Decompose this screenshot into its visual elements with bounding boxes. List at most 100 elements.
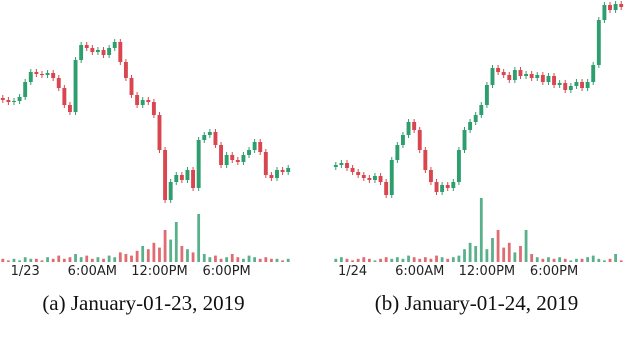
volume-bar bbox=[468, 242, 472, 262]
volume-bar bbox=[208, 257, 212, 262]
volume-bar bbox=[68, 257, 72, 262]
candle-body bbox=[417, 130, 422, 150]
candle-body bbox=[585, 82, 590, 88]
candle-body bbox=[123, 62, 128, 78]
candle-body bbox=[28, 72, 33, 82]
volume-bar bbox=[258, 258, 262, 262]
volume-bar bbox=[180, 246, 184, 262]
candle-body bbox=[540, 75, 545, 82]
volume-bar bbox=[580, 258, 584, 262]
volume-bar bbox=[530, 254, 534, 262]
volume-bar bbox=[429, 258, 433, 262]
candle-body bbox=[440, 185, 445, 192]
volume-bar bbox=[169, 239, 173, 262]
candle-body bbox=[140, 100, 145, 105]
volume-bar bbox=[558, 257, 562, 262]
volume-bar bbox=[62, 258, 66, 262]
volume-bar bbox=[519, 246, 522, 262]
candle-body bbox=[507, 75, 512, 80]
volume-bar bbox=[152, 242, 156, 262]
candle-body bbox=[395, 145, 400, 160]
candle-body bbox=[213, 132, 218, 145]
volume-bar bbox=[524, 230, 528, 262]
volume-bar bbox=[552, 258, 556, 262]
volume-bar bbox=[197, 214, 201, 262]
candle-body bbox=[112, 42, 117, 48]
candle-body bbox=[151, 102, 156, 115]
volume-bar bbox=[219, 258, 223, 262]
volume-bar bbox=[379, 258, 382, 262]
volume-bar bbox=[113, 257, 117, 262]
volume-bar bbox=[513, 252, 517, 262]
candle-body bbox=[207, 132, 212, 135]
candle-body bbox=[163, 150, 168, 200]
candle-body bbox=[456, 150, 461, 182]
volume-bar bbox=[362, 257, 366, 262]
candle-body bbox=[56, 78, 61, 88]
candle-body bbox=[280, 170, 285, 172]
volume-bar bbox=[96, 257, 100, 262]
candle-body bbox=[400, 135, 405, 145]
candle-body bbox=[591, 65, 596, 82]
candle-body bbox=[0, 98, 5, 100]
volume-bar bbox=[275, 258, 279, 262]
volume-bar bbox=[51, 258, 55, 262]
candle-body bbox=[146, 100, 151, 102]
volume-bar bbox=[141, 246, 145, 262]
candle-body bbox=[6, 100, 11, 102]
volume-bar bbox=[46, 257, 49, 262]
volume-bar bbox=[174, 222, 178, 262]
candle-body bbox=[361, 175, 366, 178]
candle-body bbox=[174, 175, 179, 182]
volume-bar bbox=[130, 255, 133, 262]
volume-bar bbox=[29, 258, 33, 262]
candle-body bbox=[45, 73, 50, 75]
candle-body bbox=[247, 150, 251, 155]
volume-bar bbox=[446, 258, 450, 262]
volume-bar bbox=[202, 254, 206, 262]
volume-bar bbox=[351, 260, 354, 262]
volume-bar bbox=[186, 249, 189, 262]
candle-body bbox=[434, 182, 439, 192]
candle-body bbox=[95, 50, 100, 52]
volume-bar bbox=[163, 230, 167, 262]
volume-bar bbox=[412, 257, 416, 262]
candle-body bbox=[574, 82, 579, 86]
volume-bar bbox=[191, 252, 195, 262]
volume-bar bbox=[401, 258, 405, 262]
candle-body bbox=[168, 182, 173, 200]
candle-body bbox=[557, 83, 562, 85]
volume-bar bbox=[491, 238, 494, 262]
x-tick-label: 6:00PM bbox=[530, 264, 578, 279]
volume-bar bbox=[603, 260, 606, 262]
volume-bar bbox=[395, 257, 399, 262]
caption: (b) January-01-24, 2019 bbox=[375, 291, 579, 315]
candle-body bbox=[378, 176, 383, 182]
candle-body bbox=[263, 152, 268, 175]
volume-bar bbox=[230, 254, 234, 262]
candle-body bbox=[529, 74, 534, 78]
caption: (a) January-01-23, 2019 bbox=[42, 291, 244, 315]
candle-body bbox=[23, 82, 28, 97]
candle-body bbox=[339, 163, 344, 165]
candle-body bbox=[12, 101, 16, 102]
candle-body bbox=[34, 72, 39, 74]
candle-body bbox=[135, 95, 140, 105]
volume-bar bbox=[236, 257, 240, 262]
candle-body bbox=[518, 70, 523, 76]
volume-bar bbox=[457, 255, 461, 262]
volume-bar bbox=[496, 230, 500, 262]
volume-bar bbox=[12, 258, 16, 262]
candle-body bbox=[333, 165, 338, 167]
volume-bar bbox=[214, 255, 217, 262]
volume-bar bbox=[373, 260, 377, 262]
candle-body bbox=[40, 74, 44, 75]
volume-bar bbox=[440, 257, 444, 262]
candle-body bbox=[608, 5, 612, 10]
volume-bar bbox=[242, 258, 245, 262]
candle-body bbox=[275, 170, 279, 178]
volume-bar bbox=[79, 257, 83, 262]
volume-bar bbox=[479, 198, 483, 262]
volume-bar bbox=[247, 255, 251, 262]
